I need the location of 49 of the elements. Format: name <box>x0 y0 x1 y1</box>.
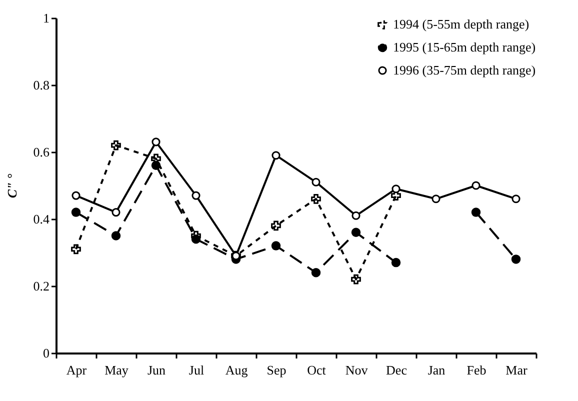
x-tick-label: May <box>104 362 129 378</box>
point <box>271 220 281 231</box>
y-tick-label: 0.4 <box>33 212 50 226</box>
x-tick-label: Aug <box>225 362 248 378</box>
x-tick-label: Mar <box>506 362 528 378</box>
legend-label: 1996 (35-75m depth range) <box>393 62 536 78</box>
x-tick-label: Jan <box>428 362 446 378</box>
x-tick-label: Nov <box>345 362 368 378</box>
point <box>312 178 320 186</box>
point <box>472 181 480 190</box>
point <box>111 140 121 150</box>
point <box>471 208 481 217</box>
y-tick-label: 0.8 <box>33 78 50 92</box>
x-tick-label: Sep <box>266 362 286 378</box>
point <box>191 234 201 244</box>
point <box>271 241 281 250</box>
point <box>391 258 401 268</box>
x-tick-label: Dec <box>386 362 408 378</box>
point <box>152 138 160 146</box>
y-axis-title: C" ° <box>4 173 20 198</box>
point <box>151 160 161 170</box>
x-tick-label: Feb <box>466 362 486 378</box>
point <box>432 194 440 204</box>
point <box>391 190 401 200</box>
x-tick-label: Jul <box>188 362 204 378</box>
x-tick-label: Apr <box>66 362 88 378</box>
point <box>392 184 400 194</box>
y-tick-label: 0 <box>43 346 50 360</box>
point <box>272 151 280 160</box>
y-tick-label: 0.2 <box>33 278 50 294</box>
point <box>112 208 120 217</box>
x-tick-label: Jun <box>147 362 166 378</box>
point <box>311 194 321 204</box>
y-tick-label: 1 <box>43 10 50 26</box>
y-tick-label: 0.6 <box>33 144 50 160</box>
point <box>71 208 81 217</box>
x-tick-label: Oct <box>307 362 326 378</box>
point <box>351 274 361 284</box>
point <box>352 211 360 220</box>
point <box>311 268 321 278</box>
point <box>511 254 521 264</box>
point <box>111 231 121 240</box>
legend-label: 1995 (15-65m depth range) <box>393 40 536 54</box>
point <box>512 194 520 204</box>
point <box>192 191 200 200</box>
legend-label: 1994 (5-55m depth range) <box>393 16 530 32</box>
point <box>351 228 361 238</box>
point <box>72 191 80 200</box>
point <box>71 244 81 254</box>
